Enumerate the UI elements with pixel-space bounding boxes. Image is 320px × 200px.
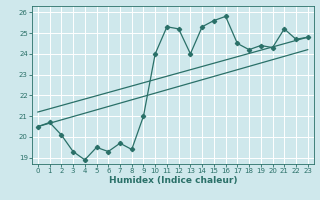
X-axis label: Humidex (Indice chaleur): Humidex (Indice chaleur): [108, 176, 237, 185]
